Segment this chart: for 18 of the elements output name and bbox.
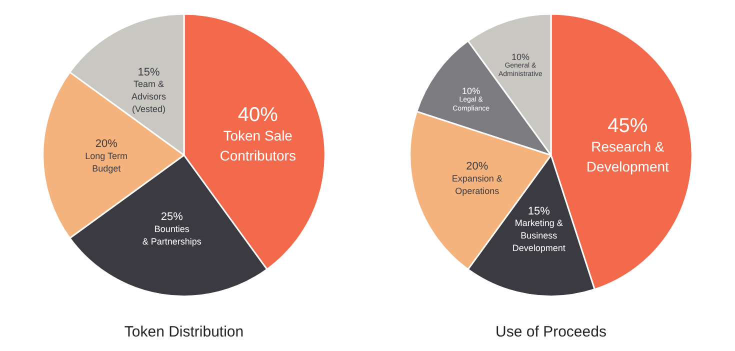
slice-label: Expansion & Operations [452,174,502,196]
data-label: 15% [138,66,160,78]
slice-label: Long Term Budget [85,150,128,174]
slice-label: Token Sale Contributors [220,127,296,164]
data-label: 20% [466,160,488,173]
data-label: 10% [511,52,530,62]
text: Use of Proceeds [496,324,606,340]
data-label: 45% [608,115,648,138]
data-label: 15% [528,205,550,218]
data-label: 10% [462,86,480,96]
data-label: 40% [238,104,278,126]
text: Token Distribution [124,324,244,340]
data-label: 25% [160,210,184,223]
slice-label: Bounties & Partnerships [142,224,202,246]
slice-label: Research & Development [586,138,670,175]
slice-label: Team & Advisors (Vested) [132,79,167,114]
slice-label: Marketing & Business Development [512,218,566,254]
data-label: 20% [95,138,118,150]
